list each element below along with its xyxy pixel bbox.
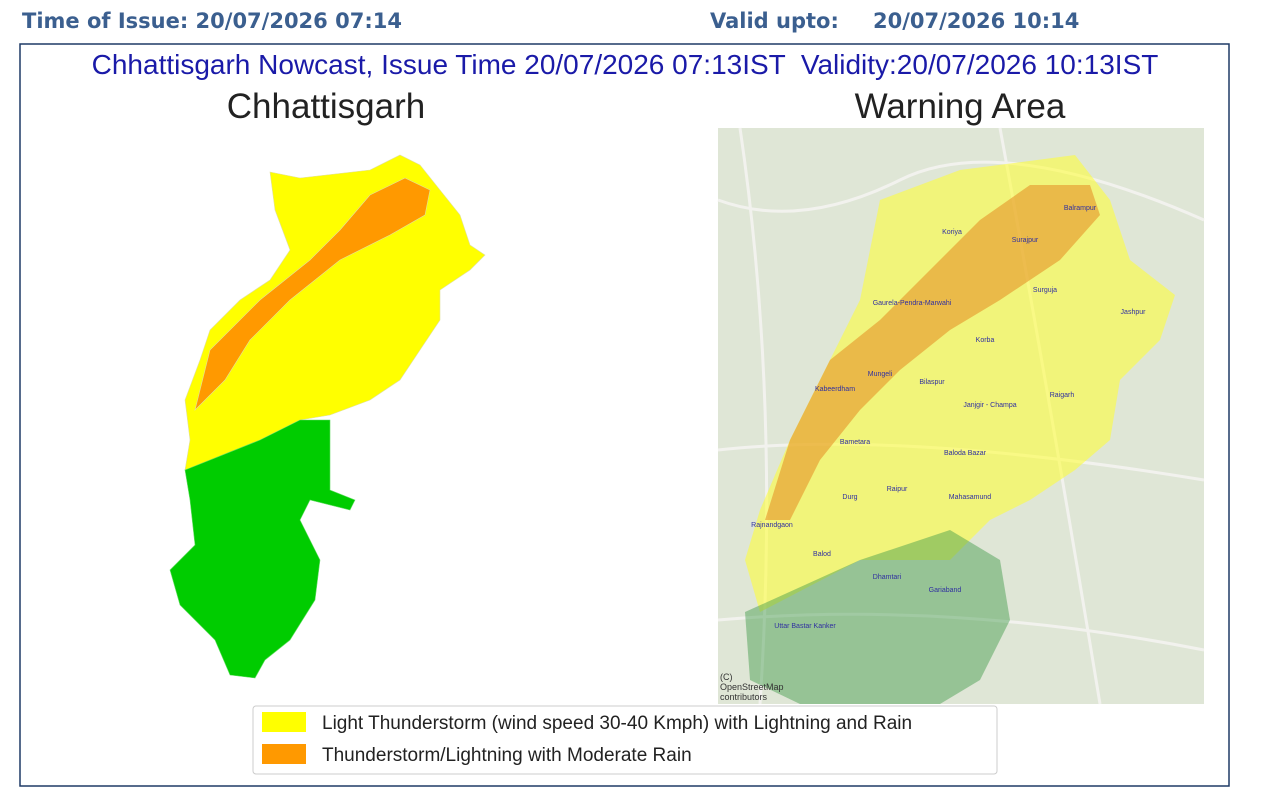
left-title: Chhattisgarh: [227, 87, 425, 126]
district-label: Surguja: [1033, 287, 1057, 294]
district-label: Janjgir - Champa: [963, 402, 1016, 409]
district-label: Raipur: [887, 486, 908, 493]
district-label: Baloda Bazar: [944, 450, 987, 457]
district-label: Uttar Bastar Kanker: [774, 623, 836, 630]
district-label: Gaurela-Pendra-Marwahi: [873, 300, 952, 307]
orange-overlay: [765, 185, 1100, 520]
district-label: Balod: [813, 551, 831, 558]
green-zone: [169, 419, 356, 679]
issue-time: Time of Issue: 20/07/2026 07:14: [22, 9, 402, 33]
district-label: Jashpur: [1121, 309, 1147, 316]
district-label: Mahasamund: [949, 494, 992, 501]
orange-zone: [194, 177, 431, 411]
legend-label: Thunderstorm/Lightning with Moderate Rai…: [322, 745, 692, 766]
legend-label: Light Thunderstorm (wind speed 30-40 Kmp…: [322, 713, 912, 734]
legend-box: [252, 705, 998, 775]
district-label: Korba: [976, 337, 995, 344]
green-overlay: [745, 530, 1010, 704]
legend-swatch: [262, 744, 306, 764]
valid-value: 20/07/2026 10:14: [873, 9, 1079, 33]
warning-map: [717, 127, 1205, 705]
map-attribution: OpenStreetMap: [720, 682, 784, 692]
district-label: Raigarh: [1050, 392, 1075, 399]
district-label: Balrampur: [1064, 205, 1097, 212]
district-label: Gariaband: [929, 587, 962, 594]
district-label: Koriya: [942, 229, 962, 236]
yellow-zone: [184, 154, 486, 471]
district-label: Rajnandgaon: [751, 522, 793, 529]
district-label: Dhamtari: [873, 574, 902, 581]
district-label: Mungeli: [868, 371, 893, 378]
district-label: Bametara: [840, 439, 870, 446]
map-attribution: (C): [720, 672, 733, 682]
district-label: Durg: [842, 494, 857, 501]
district-label: Kabeerdham: [815, 386, 855, 393]
valid-label: Valid upto:: [710, 9, 839, 33]
map-attribution: contributors: [720, 692, 768, 702]
state-map: [169, 154, 486, 679]
district-label: Surajpur: [1012, 237, 1039, 244]
right-title: Warning Area: [855, 87, 1066, 126]
district-label: Bilaspur: [919, 379, 945, 386]
legend-swatch: [262, 712, 306, 732]
panel-title: Chhattisgarh Nowcast, Issue Time 20/07/2…: [92, 49, 1159, 80]
yellow-overlay: [745, 155, 1175, 612]
